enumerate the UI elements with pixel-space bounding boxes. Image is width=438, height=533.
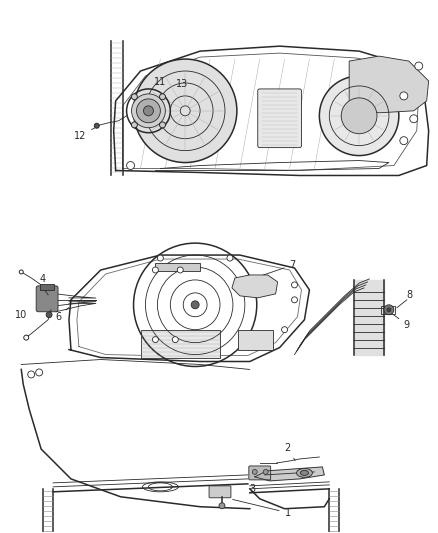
Circle shape	[292, 297, 297, 303]
Circle shape	[152, 337, 159, 343]
Circle shape	[134, 59, 237, 163]
Text: 8: 8	[407, 290, 413, 300]
Text: 9: 9	[393, 314, 410, 330]
Circle shape	[144, 106, 153, 116]
Circle shape	[282, 327, 288, 333]
Circle shape	[387, 308, 391, 312]
Bar	[40, 284, 54, 290]
Circle shape	[410, 115, 418, 123]
Circle shape	[400, 92, 408, 100]
Polygon shape	[232, 275, 278, 298]
Circle shape	[252, 470, 257, 474]
Circle shape	[137, 99, 160, 123]
Circle shape	[131, 122, 138, 128]
Circle shape	[415, 62, 423, 70]
Circle shape	[152, 267, 159, 273]
Circle shape	[24, 335, 29, 340]
Polygon shape	[255, 467, 324, 481]
FancyBboxPatch shape	[36, 286, 58, 312]
Circle shape	[263, 470, 268, 474]
Text: 2: 2	[285, 443, 295, 461]
Text: 10: 10	[15, 310, 28, 320]
Circle shape	[28, 371, 35, 378]
Polygon shape	[349, 56, 429, 113]
Ellipse shape	[300, 471, 308, 475]
Circle shape	[227, 255, 233, 261]
Circle shape	[127, 161, 134, 169]
Circle shape	[341, 98, 377, 134]
Circle shape	[159, 94, 166, 100]
FancyBboxPatch shape	[258, 89, 301, 148]
Circle shape	[19, 270, 23, 274]
Ellipse shape	[297, 469, 312, 478]
Bar	[238, 330, 273, 350]
Circle shape	[35, 369, 42, 376]
Circle shape	[400, 136, 408, 144]
Circle shape	[292, 282, 297, 288]
FancyBboxPatch shape	[249, 466, 271, 480]
FancyBboxPatch shape	[209, 486, 231, 498]
Circle shape	[172, 337, 178, 343]
Text: 3: 3	[250, 479, 261, 494]
Circle shape	[157, 255, 163, 261]
Circle shape	[219, 503, 225, 508]
Bar	[141, 330, 220, 358]
Text: 4: 4	[39, 274, 45, 284]
Text: 6: 6	[55, 308, 69, 322]
Text: 1: 1	[233, 499, 291, 518]
Text: 11: 11	[155, 77, 167, 87]
Text: 7: 7	[258, 260, 296, 277]
Bar	[155, 263, 200, 271]
Text: 13: 13	[176, 79, 188, 89]
Circle shape	[159, 122, 166, 128]
Circle shape	[384, 305, 394, 315]
Circle shape	[46, 312, 52, 318]
Circle shape	[94, 123, 99, 128]
Text: 12: 12	[74, 127, 96, 141]
Circle shape	[319, 76, 399, 156]
Bar	[381, 306, 395, 314]
Circle shape	[131, 94, 165, 128]
Circle shape	[191, 301, 199, 309]
Circle shape	[177, 267, 183, 273]
Circle shape	[131, 94, 138, 100]
